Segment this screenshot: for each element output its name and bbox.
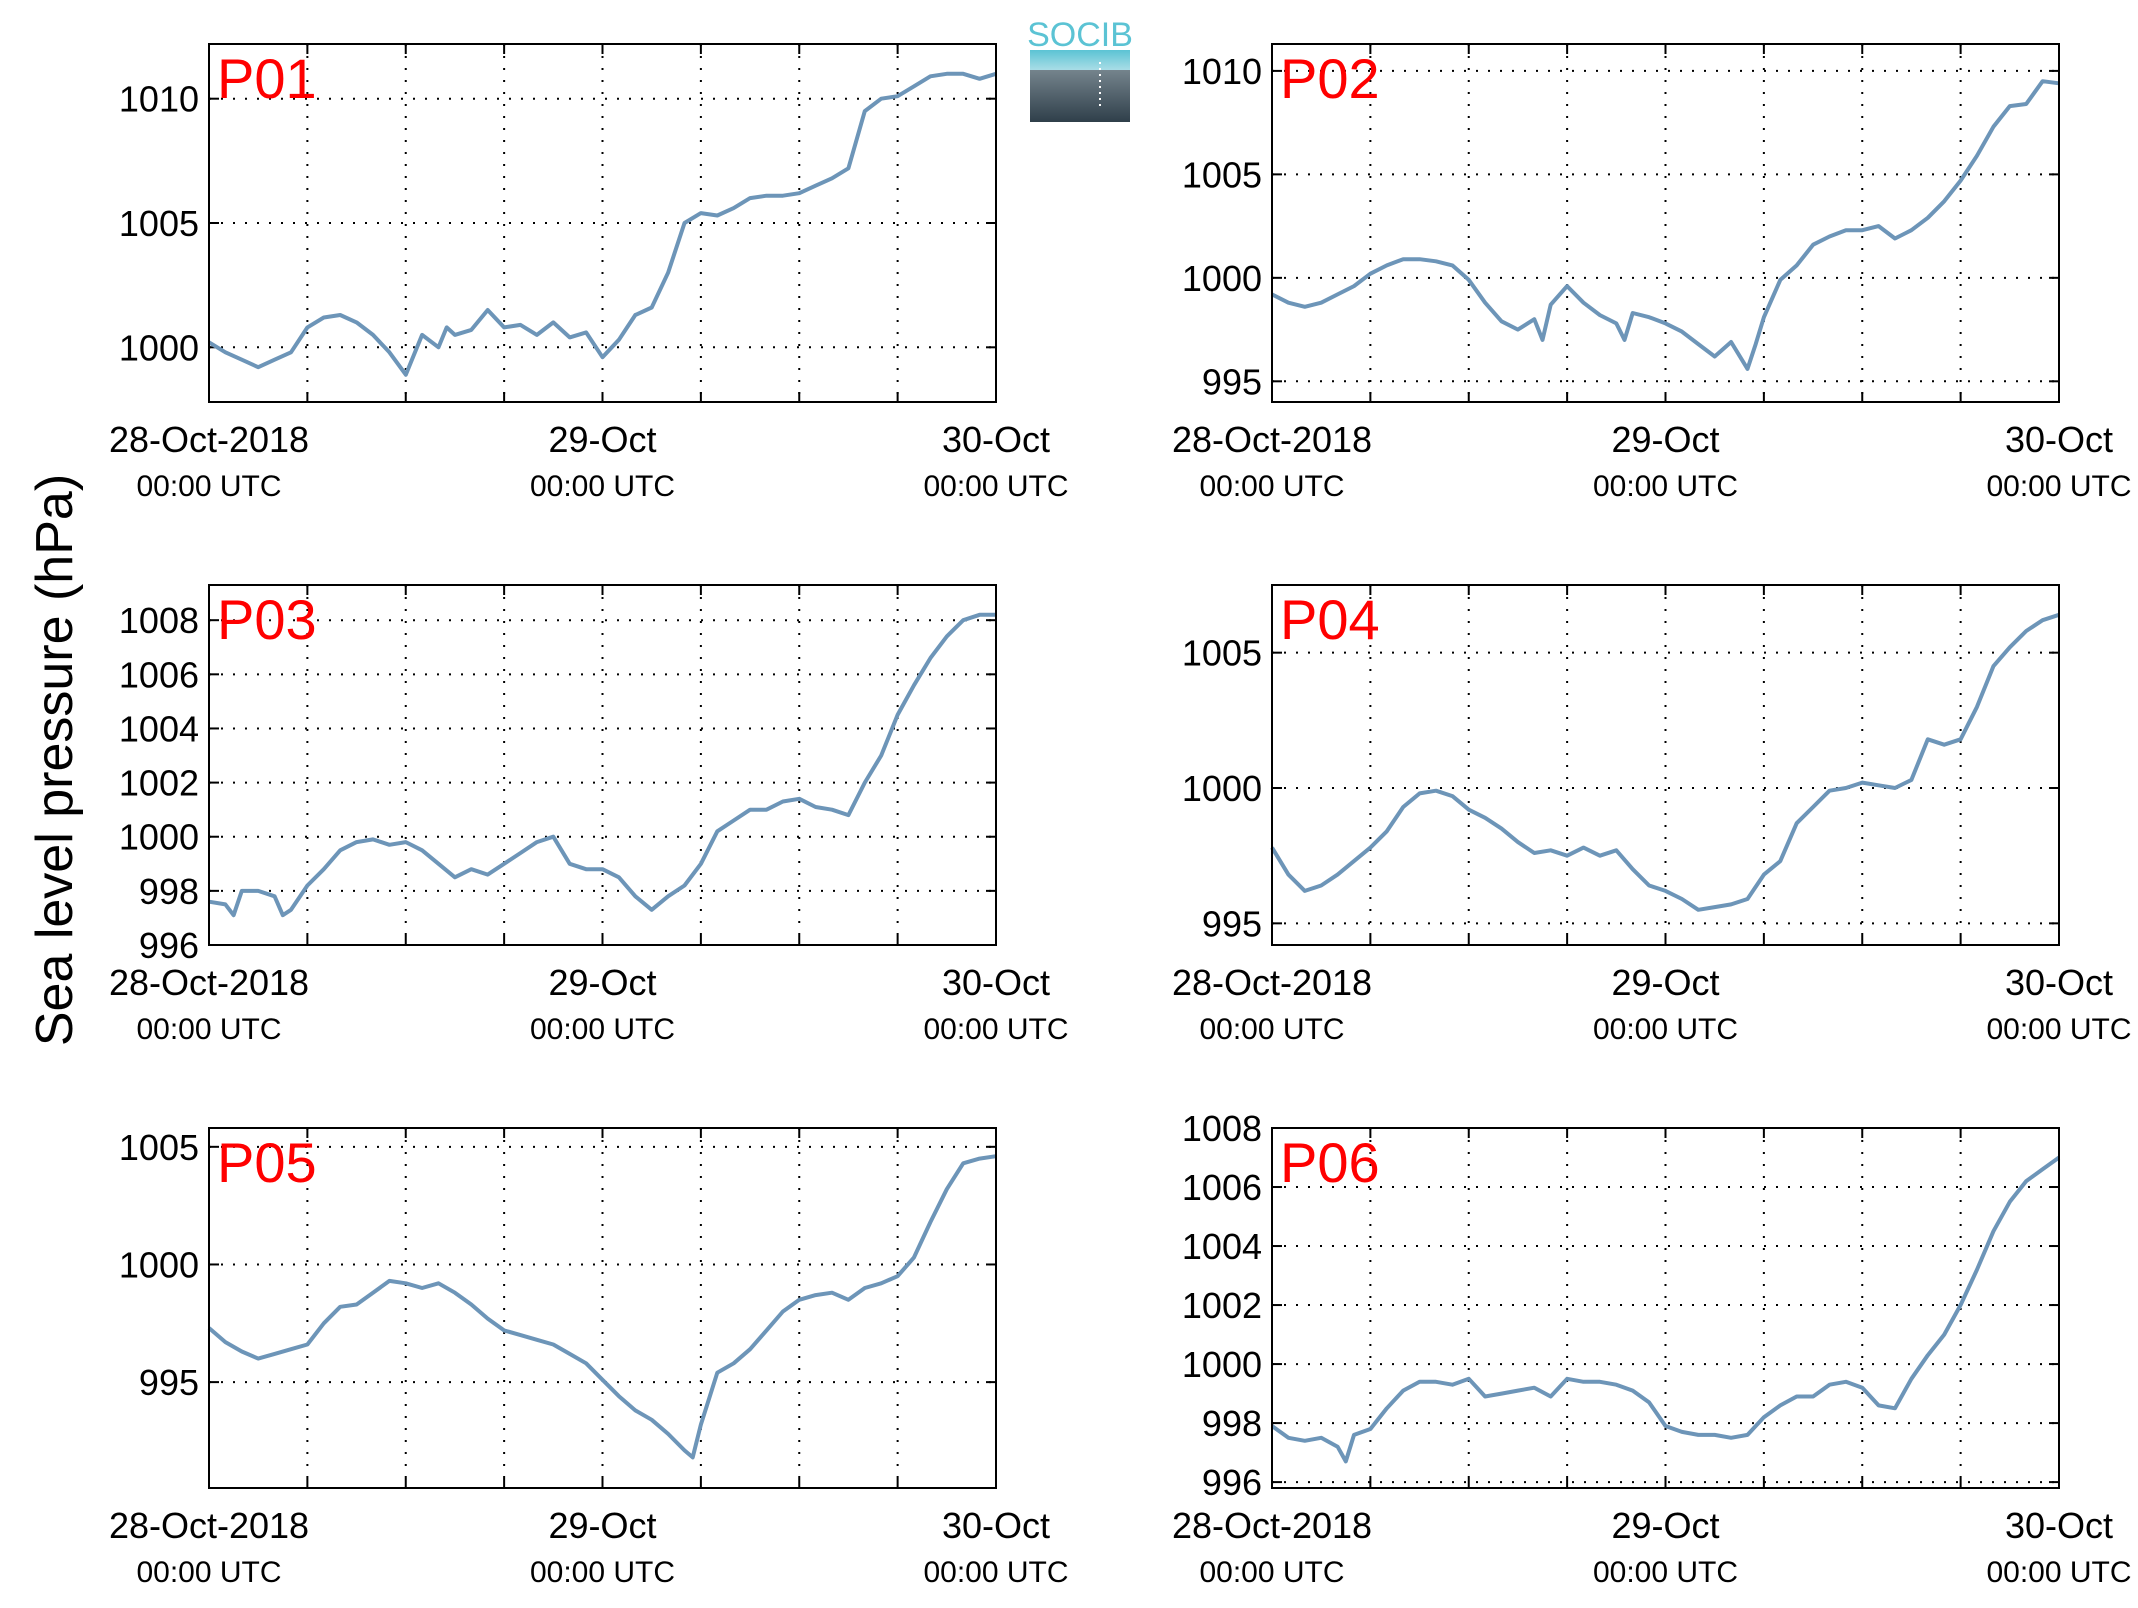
x-tick-sublabel: 00:00 UTC xyxy=(923,470,1068,503)
y-tick-label: 1006 xyxy=(119,654,199,695)
x-tick-label: 29-Oct xyxy=(1611,419,1719,460)
series-line xyxy=(208,612,996,918)
x-tick-label: 29-Oct xyxy=(548,419,656,460)
panel-title: P01 xyxy=(217,47,317,110)
panel-p01: 1000 1005 1010 28-Oct-2018 00:00 UTC 29-Oct 00… xyxy=(109,43,1069,503)
y-tick-label: 1000 xyxy=(119,817,199,858)
x-tick-label: 28-Oct-2018 xyxy=(1172,962,1372,1003)
series-line xyxy=(1271,79,2060,371)
y-tick-label: 995 xyxy=(139,1362,199,1403)
x-tick-sublabel: 00:00 UTC xyxy=(1199,1556,1344,1589)
x-tick-sublabel: 00:00 UTC xyxy=(1593,1556,1738,1589)
y-tick-label: 1004 xyxy=(1182,1226,1262,1267)
y-tick-label: 1002 xyxy=(1182,1285,1262,1326)
x-tick-sublabel: 00:00 UTC xyxy=(530,470,675,503)
y-tick-label: 1004 xyxy=(119,708,199,749)
panel-title: P03 xyxy=(217,588,317,651)
series-line xyxy=(207,1154,997,1460)
x-tick-label: 29-Oct xyxy=(548,962,656,1003)
panel-p04: 995 1000 1005 28-Oct-2018 00:00 UTC 29-Oct 00:… xyxy=(1172,584,2132,1046)
x-tick-sublabel: 00:00 UTC xyxy=(530,1556,675,1589)
x-tick-sublabel: 00:00 UTC xyxy=(923,1556,1068,1589)
x-tick-label: 28-Oct-2018 xyxy=(1172,419,1372,460)
y-tick-label: 1000 xyxy=(1182,258,1262,299)
x-tick-sublabel: 00:00 UTC xyxy=(1199,470,1344,503)
panel-title: P02 xyxy=(1280,47,1380,110)
y-tick-label: 995 xyxy=(1202,361,1262,402)
y-tick-label: 1008 xyxy=(119,600,199,641)
series-line xyxy=(1270,612,2060,912)
x-tick-label: 30-Oct xyxy=(942,1505,1050,1546)
y-tick-label: 1000 xyxy=(119,1244,199,1285)
y-tick-label: 1006 xyxy=(1182,1167,1262,1208)
x-tick-sublabel: 00:00 UTC xyxy=(136,470,281,503)
x-tick-label: 30-Oct xyxy=(2005,419,2113,460)
x-tick-label: 30-Oct xyxy=(2005,1505,2113,1546)
panel-title: P06 xyxy=(1280,1131,1380,1194)
panel-title: P05 xyxy=(217,1131,317,1194)
axes-frame xyxy=(208,1127,997,1489)
x-tick-label: 29-Oct xyxy=(1611,962,1719,1003)
y-tick-label: 1008 xyxy=(1182,1108,1262,1149)
y-tick-label: 1002 xyxy=(119,763,199,804)
series-line xyxy=(207,71,997,377)
panel-title: P04 xyxy=(1280,588,1380,651)
y-tick-label: 1005 xyxy=(119,1127,199,1168)
x-tick-sublabel: 00:00 UTC xyxy=(1199,1013,1344,1046)
y-tick-label: 996 xyxy=(139,925,199,966)
x-tick-sublabel: 00:00 UTC xyxy=(1593,470,1738,503)
axes-frame xyxy=(208,43,997,403)
y-tick-label: 1010 xyxy=(119,79,199,120)
x-tick-label: 28-Oct-2018 xyxy=(109,419,309,460)
logo-text: SOCIB xyxy=(1027,16,1133,54)
y-tick-label: 1005 xyxy=(1182,154,1262,195)
y-tick-label: 1000 xyxy=(1182,768,1262,809)
panel-p06: 996 998 1000 1002 1004 1006 1008 28-Oct-2018 00:… xyxy=(1172,1108,2132,1589)
x-tick-sublabel: 00:00 UTC xyxy=(923,1013,1068,1046)
x-tick-label: 28-Oct-2018 xyxy=(109,1505,309,1546)
x-tick-sublabel: 00:00 UTC xyxy=(1593,1013,1738,1046)
panel-p05: 995 1000 1005 28-Oct-2018 00:00 UTC 29-Oct 00:… xyxy=(109,1127,1069,1589)
axes-frame xyxy=(1271,43,2060,403)
panel-p02: 995 1000 1005 1010 28-Oct-2018 00:00 UTC 29-Oc… xyxy=(1172,43,2132,503)
x-tick-label: 30-Oct xyxy=(2005,962,2113,1003)
axes-frame xyxy=(1271,584,2060,946)
x-tick-sublabel: 00:00 UTC xyxy=(1986,1013,2131,1046)
y-axis-label: Sea level pressure (hPa) xyxy=(26,474,84,1046)
y-tick-label: 1010 xyxy=(1182,51,1262,92)
x-tick-label: 30-Oct xyxy=(942,419,1050,460)
panel-p03: 996 998 1000 1002 1004 1006 1008 28-Oct-2018 00:… xyxy=(109,584,1069,1046)
series-line xyxy=(1270,1155,2061,1464)
x-tick-sublabel: 00:00 UTC xyxy=(1986,470,2131,503)
y-tick-label: 995 xyxy=(1202,903,1262,944)
x-tick-sublabel: 00:00 UTC xyxy=(136,1013,281,1046)
x-tick-sublabel: 00:00 UTC xyxy=(136,1556,281,1589)
socib-logo: SOCIB xyxy=(1027,16,1133,122)
y-tick-label: 1000 xyxy=(1182,1344,1262,1385)
y-tick-label: 1000 xyxy=(119,327,199,368)
panels: 1000 1005 1010 28-Oct-2018 00:00 UTC 29-Oct 00… xyxy=(109,43,2132,1589)
x-tick-label: 28-Oct-2018 xyxy=(1172,1505,1372,1546)
y-tick-label: 1005 xyxy=(119,203,199,244)
x-tick-sublabel: 00:00 UTC xyxy=(1986,1556,2131,1589)
axes-frame xyxy=(208,584,997,946)
y-tick-label: 998 xyxy=(139,871,199,912)
y-tick-label: 998 xyxy=(1202,1403,1262,1444)
y-tick-label: 996 xyxy=(1202,1462,1262,1503)
x-tick-label: 28-Oct-2018 xyxy=(109,962,309,1003)
axes-frame xyxy=(1271,1127,2060,1489)
x-tick-sublabel: 00:00 UTC xyxy=(530,1013,675,1046)
x-tick-label: 29-Oct xyxy=(1611,1505,1719,1546)
y-tick-label: 1005 xyxy=(1182,633,1262,674)
x-tick-label: 30-Oct xyxy=(942,962,1050,1003)
x-tick-label: 29-Oct xyxy=(548,1505,656,1546)
